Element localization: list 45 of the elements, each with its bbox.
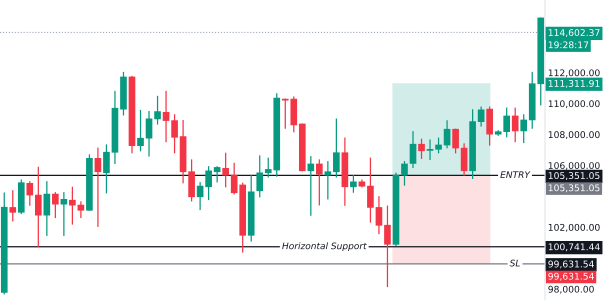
candlestick <box>418 138 425 159</box>
y-tick-label: 100,741.44 <box>548 243 600 252</box>
y-tick-label: 110,000.00 <box>548 100 600 108</box>
candlestick <box>460 143 468 176</box>
candlestick <box>316 159 323 206</box>
y-tick-label: 106,000.00 <box>548 162 600 170</box>
y-tick-label: 108,000.00 <box>548 131 600 140</box>
candlestick <box>512 108 519 142</box>
candlestick <box>222 152 229 188</box>
candlestick <box>520 114 528 144</box>
candlestick <box>196 182 204 210</box>
candlestick <box>478 106 484 127</box>
candlestick <box>78 201 84 218</box>
ref-line-label: SL <box>510 260 520 266</box>
candlestick <box>333 118 340 178</box>
y-tick-label: 114,602.37 <box>548 29 600 37</box>
candlestick <box>324 161 332 200</box>
candlestick <box>230 162 238 194</box>
candlestick <box>94 148 102 227</box>
y-tick-label: 112,000.00 <box>548 69 600 78</box>
candlestick <box>60 192 68 236</box>
candlestick <box>452 128 459 154</box>
text: 19:28:17 <box>548 41 588 48</box>
candlestick <box>26 181 34 206</box>
candlestick <box>350 174 357 193</box>
candlestick <box>52 192 59 218</box>
y-tick-label: 98,000.00 <box>548 286 594 294</box>
candlestick <box>503 108 510 138</box>
candlestick <box>69 186 76 225</box>
candlestick <box>282 98 289 129</box>
candlestick <box>264 158 272 178</box>
ref-line-label: ENTRY <box>500 171 530 178</box>
candlestick <box>256 155 264 198</box>
candlestick <box>410 131 416 168</box>
ref-line-label: Horizontal Support <box>282 242 367 252</box>
y-tick-label: 105,351.05 <box>548 172 600 180</box>
y-tick-label: 111,311.91 <box>548 80 600 88</box>
candlestick <box>205 166 212 200</box>
candlestick <box>44 181 50 236</box>
candlestick <box>9 190 16 222</box>
y-tick-label: 102,000.00 <box>548 224 600 232</box>
y-tick-label: 99,631.54 <box>548 260 594 268</box>
candlestick <box>307 156 314 216</box>
candlestick <box>34 166 42 248</box>
candlestick <box>214 166 220 182</box>
